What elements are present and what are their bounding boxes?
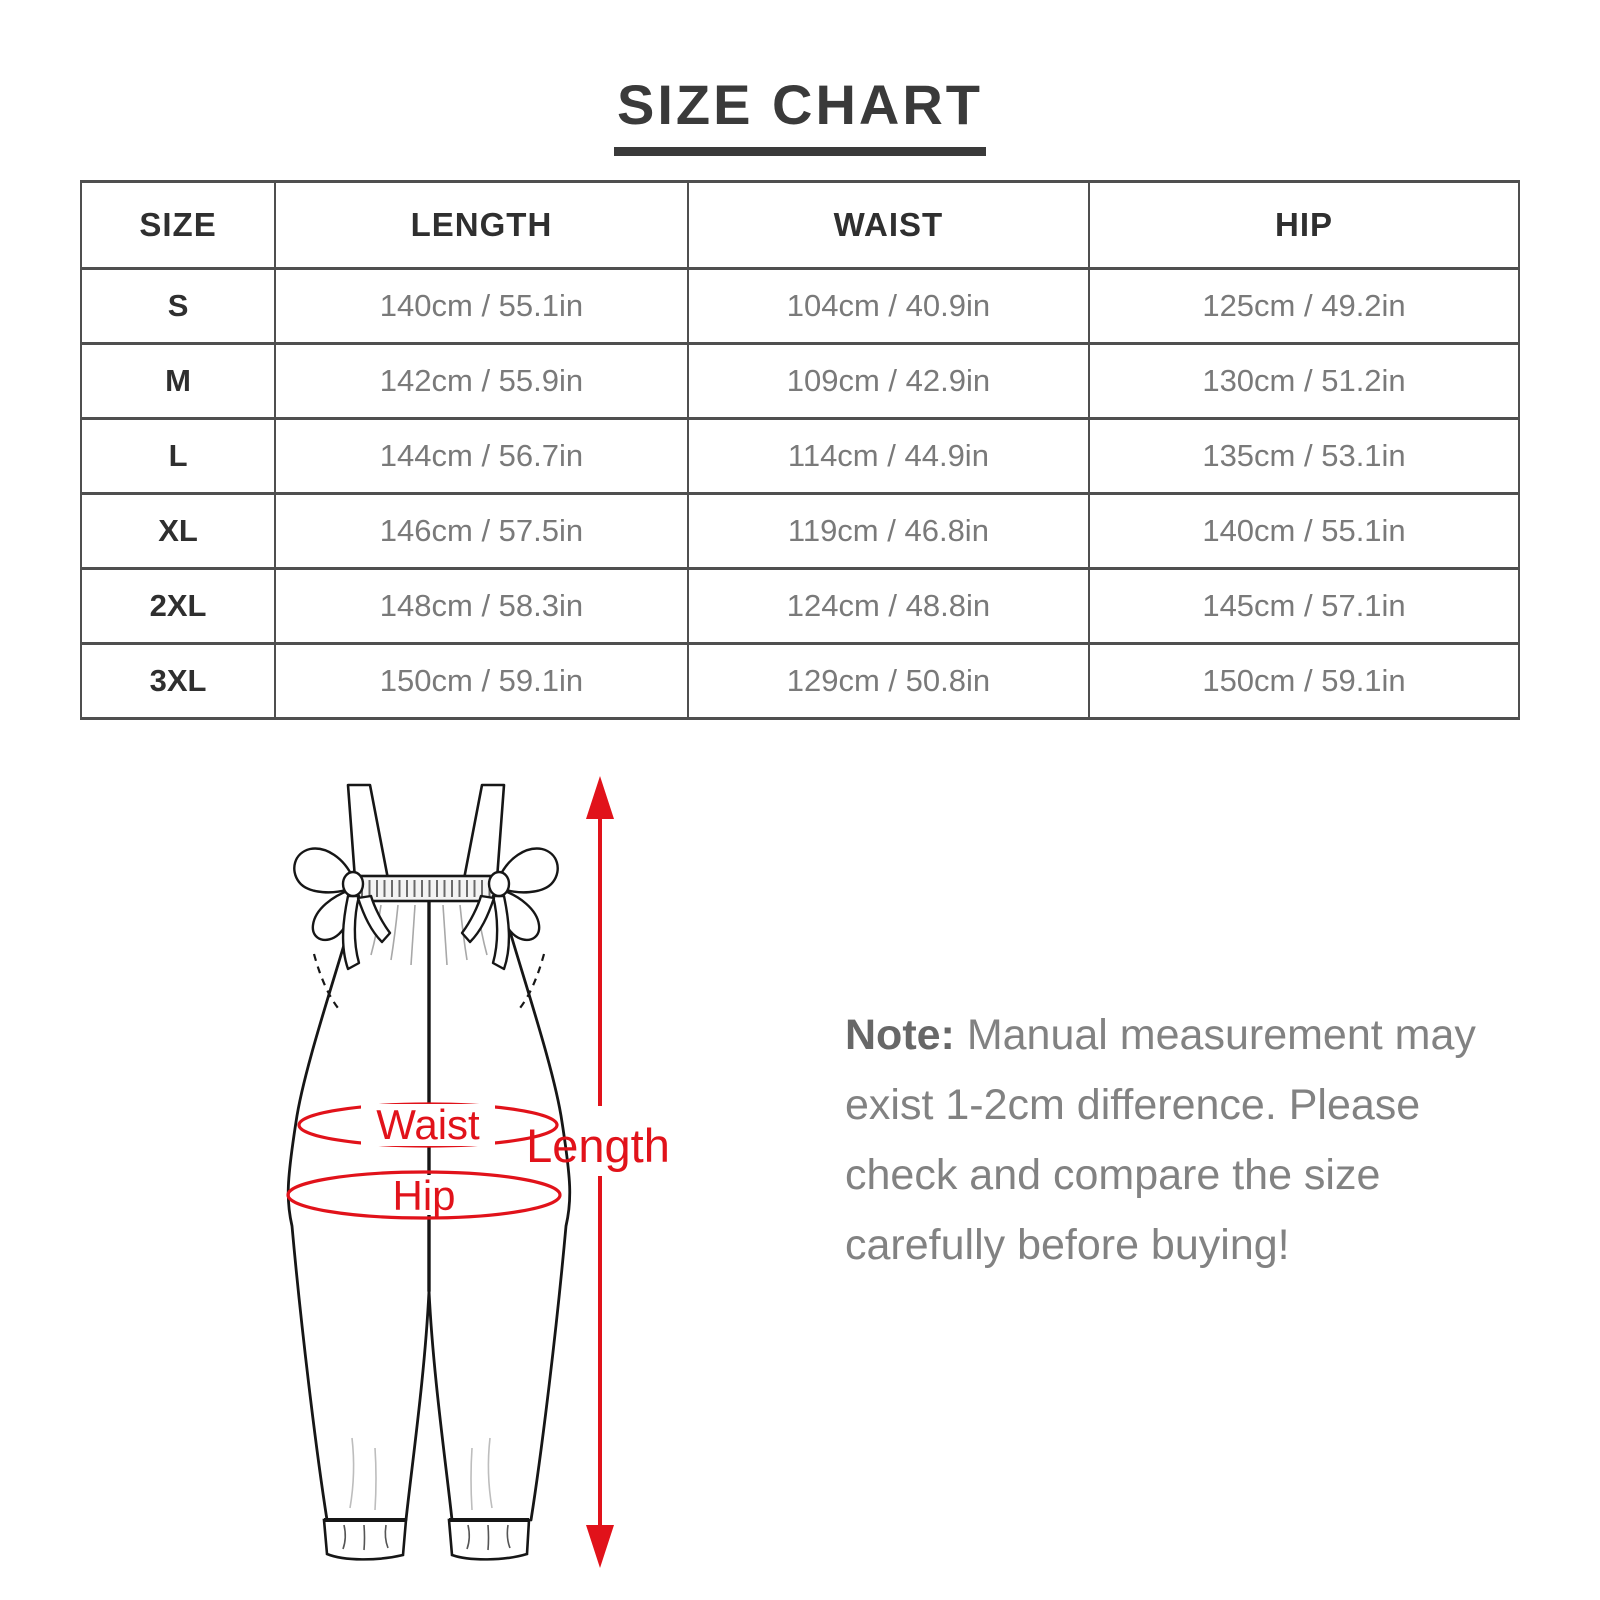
table-row: M 142cm / 55.9in 109cm / 42.9in 130cm / … [79, 342, 1520, 420]
bow-left [293, 847, 392, 971]
cell-waist: 124cm / 48.8in [686, 567, 1091, 645]
cell-waist: 119cm / 46.8in [686, 492, 1091, 570]
title-block: SIZE CHART [0, 72, 1600, 156]
leg-wrinkles [349, 1437, 493, 1511]
cell-size: 2XL [79, 567, 277, 645]
length-label: Length [526, 1119, 670, 1172]
cell-hip: 145cm / 57.1in [1088, 567, 1520, 645]
leg-cuffs [322, 1518, 531, 1561]
table-header-row: SIZE LENGTH WAIST HIP [79, 180, 1520, 270]
cell-hip: 130cm / 51.2in [1088, 342, 1520, 420]
waist-label: Waist [376, 1101, 480, 1148]
chest-band [354, 874, 504, 903]
cell-waist: 129cm / 50.8in [686, 642, 1091, 720]
note-label: Note: [845, 1011, 955, 1059]
table-row: L 144cm / 56.7in 114cm / 44.9in 135cm / … [79, 417, 1520, 495]
page-title: SIZE CHART [617, 73, 983, 136]
note-line: check and compare the size [845, 1151, 1381, 1199]
bow-right [460, 847, 559, 971]
cell-length: 142cm / 55.9in [274, 342, 689, 420]
cell-hip: 140cm / 55.1in [1088, 492, 1520, 570]
table-row: 2XL 148cm / 58.3in 124cm / 48.8in 145cm … [79, 567, 1520, 645]
length-measure: Length [526, 776, 670, 1568]
cell-size: 3XL [79, 642, 277, 720]
note-line: exist 1-2cm difference. Please [845, 1081, 1421, 1129]
column-header-size: SIZE [79, 180, 277, 270]
column-header-length: LENGTH [274, 180, 689, 270]
table-row: XL 146cm / 57.5in 119cm / 46.8in 140cm /… [79, 492, 1520, 570]
waist-measure: Waist [297, 1101, 559, 1148]
note-line: carefully before buying! [845, 1221, 1290, 1269]
size-table: SIZE LENGTH WAIST HIP S 140cm / 55.1in 1… [79, 180, 1520, 720]
pocket-lines [312, 953, 546, 1009]
jumpsuit-straps [346, 783, 506, 881]
note-block: Note: Manual measurement may exist 1-2cm… [845, 1000, 1505, 1280]
cell-size: S [79, 267, 277, 345]
note-line: Note: Manual measurement may [845, 1011, 1476, 1059]
cell-length: 140cm / 55.1in [274, 267, 689, 345]
column-header-waist: WAIST [686, 180, 1091, 270]
hip-measure: Hip [286, 1170, 562, 1220]
column-header-hip: HIP [1088, 180, 1520, 270]
cell-waist: 104cm / 40.9in [686, 267, 1091, 345]
cell-hip: 135cm / 53.1in [1088, 417, 1520, 495]
cell-hip: 125cm / 49.2in [1088, 267, 1520, 345]
cell-length: 150cm / 59.1in [274, 642, 689, 720]
hip-label: Hip [392, 1172, 455, 1219]
cell-hip: 150cm / 59.1in [1088, 642, 1520, 720]
table-row: S 140cm / 55.1in 104cm / 40.9in 125cm / … [79, 267, 1520, 345]
cell-waist: 109cm / 42.9in [686, 342, 1091, 420]
cell-length: 146cm / 57.5in [274, 492, 689, 570]
cell-length: 148cm / 58.3in [274, 567, 689, 645]
title-underline [614, 147, 986, 156]
cell-size: M [79, 342, 277, 420]
table-row: 3XL 150cm / 59.1in 129cm / 50.8in 150cm … [79, 642, 1520, 720]
cell-size: XL [79, 492, 277, 570]
cell-waist: 114cm / 44.9in [686, 417, 1091, 495]
cell-size: L [79, 417, 277, 495]
cell-length: 144cm / 56.7in [274, 417, 689, 495]
jumpsuit-measurement-diagram: Waist Hip Length [286, 776, 670, 1568]
